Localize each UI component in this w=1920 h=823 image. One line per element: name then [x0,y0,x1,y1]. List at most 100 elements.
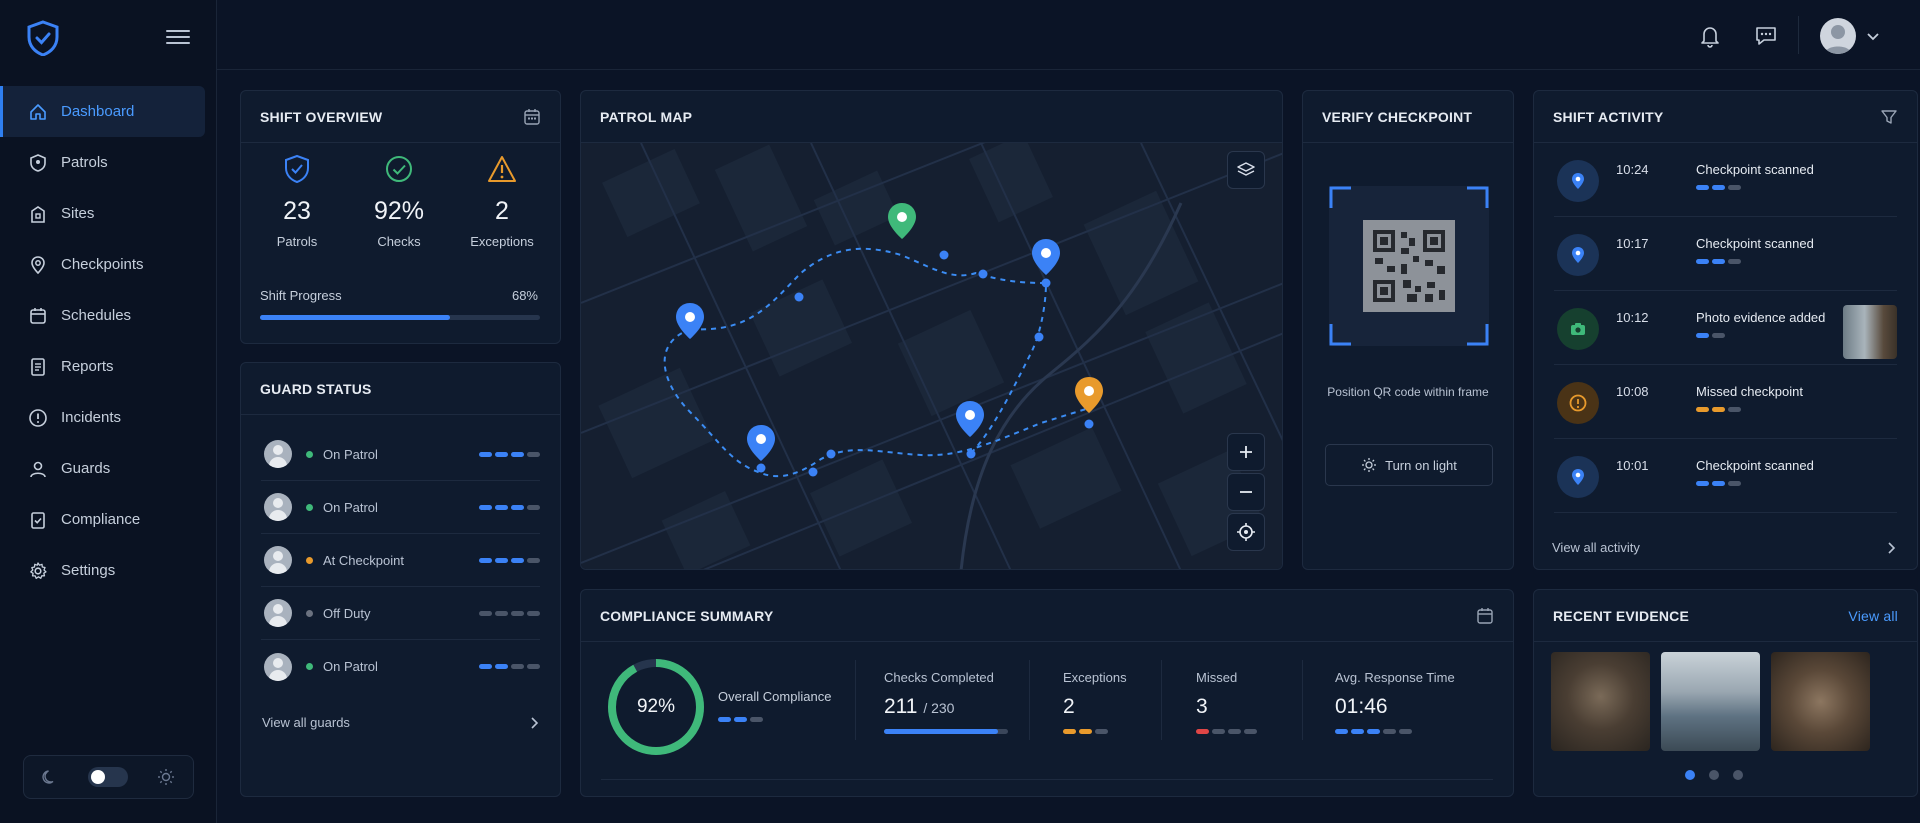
card-title: GUARD STATUS [260,380,372,397]
gear-icon [28,561,48,581]
card-title: SHIFT ACTIVITY [1553,108,1664,125]
stat-value: 2 [495,197,509,225]
location-pin-icon [28,255,48,275]
menu-icon[interactable] [166,26,190,46]
checkpoint-pin[interactable] [1075,377,1103,413]
activity-item[interactable]: 10:17 Checkpoint scanned [1554,217,1897,291]
guard-row[interactable]: On Patrol [261,428,540,481]
moon-icon[interactable] [42,769,58,785]
chevron-down-icon[interactable] [1866,32,1880,42]
sidebar-item-label: Reports [61,358,114,375]
checkpoint-pin[interactable] [956,401,984,437]
locate-button[interactable] [1227,513,1265,551]
sidebar-item-checkpoints[interactable]: Checkpoints [0,239,217,290]
carousel-dot[interactable] [1733,770,1743,780]
sidebar-item-incidents[interactable]: Incidents [0,392,217,443]
shift-overview-card: SHIFT OVERVIEW 23 Patrols 92% Checks 2 E… [240,90,561,344]
evidence-thumbnail[interactable] [1771,652,1870,751]
activity-time: 10:12 [1616,310,1649,325]
patrol-map[interactable] [581,143,1283,570]
recent-evidence-card: RECENT EVIDENCE View all [1533,589,1918,797]
activity-item[interactable]: 10:08 Missed checkpoint [1554,365,1897,439]
carousel-dot[interactable] [1709,770,1719,780]
activity-item[interactable]: 10:12 Photo evidence added [1554,291,1897,365]
evidence-thumbnail[interactable] [1551,652,1650,751]
stat-exceptions: 2 Exceptions [457,154,547,249]
activity-segments [1696,407,1741,412]
metric-label: Exceptions [1063,670,1127,685]
signal-segments [479,504,540,510]
camera-icon [1557,308,1599,350]
activity-item[interactable]: 10:24 Checkpoint scanned [1554,143,1897,217]
checks-bar [884,729,1008,734]
sidebar-item-sites[interactable]: Sites [0,188,217,239]
zoom-in-button[interactable] [1227,433,1265,471]
divider [601,779,1493,780]
evidence-thumbnail[interactable] [1843,305,1897,359]
layers-button[interactable] [1227,151,1265,189]
avatar [264,546,292,574]
compliance-summary-card: COMPLIANCE SUMMARY 92% Overall Complianc… [580,589,1514,797]
metric-segments [1063,729,1108,734]
card-title: VERIFY CHECKPOINT [1322,108,1473,125]
stat-patrols: 23 Patrols [252,154,342,249]
home-icon [28,102,48,122]
sidebar-item-settings[interactable]: Settings [0,545,217,596]
evidence-thumbnail[interactable] [1661,652,1760,751]
metric-value: 2 [1063,695,1075,718]
sidebar-item-schedules[interactable]: Schedules [0,290,217,341]
activity-time: 10:01 [1616,458,1649,473]
checkpoint-pin[interactable] [747,425,775,461]
calendar-icon[interactable] [523,108,541,126]
metric-value: 211 [884,695,918,718]
carousel-dot[interactable] [1685,770,1695,780]
checkpoint-pin[interactable] [1032,239,1060,275]
metric-label: Checks Completed [884,670,994,685]
view-all-activity-link[interactable]: View all activity [1552,540,1897,555]
turn-on-light-button[interactable]: Turn on light [1325,444,1493,486]
calendar-icon[interactable] [1476,607,1494,625]
overall-label: Overall Compliance [718,689,832,704]
chat-icon[interactable] [1754,24,1778,48]
lightbulb-icon [1362,458,1377,472]
qr-hint: Position QR code within frame [1327,385,1489,399]
guard-row[interactable]: Off Duty [261,587,540,640]
metric-total: / 230 [923,700,955,716]
filter-icon[interactable] [1880,108,1898,126]
sidebar-item-patrols[interactable]: Patrols [0,137,217,188]
sidebar-item-label: Incidents [61,409,122,426]
shield-check-icon [285,154,309,184]
user-avatar[interactable] [1820,18,1856,54]
guard-row[interactable]: On Patrol [261,481,540,534]
theme-toggle[interactable] [87,767,128,787]
activity-text: Checkpoint scanned [1696,236,1814,251]
shield-logo-icon[interactable] [26,20,60,61]
shift-activity-card: SHIFT ACTIVITY 10:24 Checkpoint scanned 10… [1533,90,1918,570]
response-time-metric: Avg. Response Time 01:46 [1335,670,1455,739]
sidebar-item-compliance[interactable]: Compliance [0,494,217,545]
sidebar-item-dashboard[interactable]: Dashboard [0,86,205,137]
qr-scan-frame[interactable] [1329,186,1489,346]
chevron-right-icon [1888,541,1896,554]
stat-checks: 92% Checks [354,154,444,249]
activity-segments [1696,259,1741,264]
view-all-evidence-link[interactable]: View all [1848,607,1898,624]
sun-icon[interactable] [157,768,175,786]
sidebar-item-label: Patrols [61,154,108,171]
view-all-guards-link[interactable]: View all guards [262,715,540,730]
sidebar-item-reports[interactable]: Reports [0,341,217,392]
metric-segments [1335,729,1412,734]
avatar [264,599,292,627]
metric-value: 3 [1196,695,1208,718]
card-title: PATROL MAP [600,108,693,125]
guard-row[interactable]: On Patrol [261,640,540,693]
bell-icon[interactable] [1699,24,1721,48]
guard-row[interactable]: At Checkpoint [261,534,540,587]
guard-status-card: GUARD STATUS On Patrol On Patrol At Checkp… [240,362,561,797]
checkpoint-pin[interactable] [676,303,704,339]
checkpoint-pin[interactable] [888,203,916,239]
activity-item[interactable]: 10:01 Checkpoint scanned [1554,439,1897,513]
sidebar-item-guards[interactable]: Guards [0,443,217,494]
checks-completed: Checks Completed 211 / 230 [884,670,1008,734]
zoom-out-button[interactable] [1227,473,1265,511]
